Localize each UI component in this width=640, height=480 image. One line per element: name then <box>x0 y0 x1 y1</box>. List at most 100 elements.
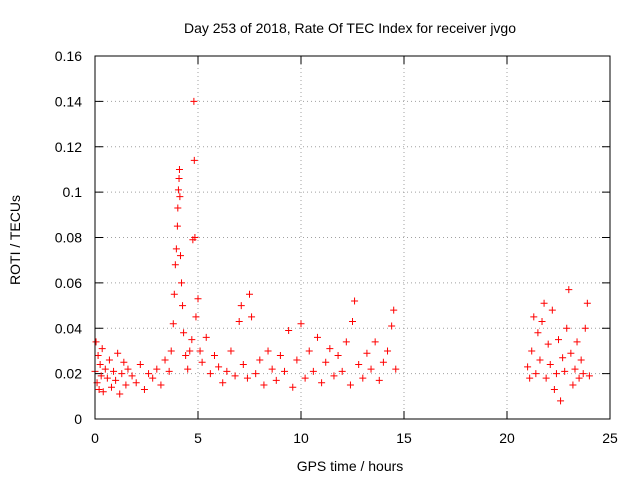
data-points <box>91 97 593 405</box>
data-point <box>375 376 383 384</box>
data-point <box>384 347 392 355</box>
data-point <box>99 388 107 396</box>
y-tick-label: 0.04 <box>55 320 82 336</box>
data-point <box>192 313 200 321</box>
data-point <box>567 349 575 357</box>
y-axis-title: ROTI / TECUs <box>7 195 23 285</box>
data-point <box>132 379 140 387</box>
data-point <box>579 370 587 378</box>
data-point <box>342 338 350 346</box>
data-point <box>173 222 181 230</box>
data-point <box>346 381 354 389</box>
y-tick-label: 0.16 <box>55 48 82 64</box>
data-point <box>573 338 581 346</box>
x-tick-label: 15 <box>396 430 412 446</box>
data-point <box>169 320 177 328</box>
data-point <box>536 356 544 364</box>
data-point <box>101 365 109 373</box>
data-point <box>544 340 552 348</box>
data-point <box>367 365 375 373</box>
x-axis-title: GPS time / hours <box>297 458 404 474</box>
data-point <box>239 361 247 369</box>
data-point <box>243 374 251 382</box>
data-point <box>237 302 245 310</box>
data-point <box>172 245 180 253</box>
data-point <box>210 351 218 359</box>
data-point <box>526 374 534 382</box>
data-point <box>184 365 192 373</box>
data-point <box>363 349 371 357</box>
data-point <box>174 204 182 212</box>
data-point <box>532 370 540 378</box>
data-point <box>293 356 301 364</box>
data-point <box>559 354 567 362</box>
data-point <box>196 347 204 355</box>
data-point <box>313 333 321 341</box>
data-point <box>260 381 268 389</box>
data-point <box>557 397 565 405</box>
data-point <box>170 290 178 298</box>
data-point <box>206 370 214 378</box>
data-point <box>563 324 571 332</box>
data-point <box>351 297 359 305</box>
data-point <box>585 372 593 380</box>
data-point <box>194 295 202 303</box>
data-point <box>165 367 173 375</box>
data-point <box>96 361 104 369</box>
data-point <box>171 261 179 269</box>
data-point <box>272 376 280 384</box>
data-point <box>285 327 293 335</box>
data-point <box>114 349 122 357</box>
data-point <box>575 374 583 382</box>
data-point <box>528 347 536 355</box>
data-point <box>95 386 103 394</box>
data-point <box>97 372 105 380</box>
data-point <box>116 390 124 398</box>
data-point <box>175 175 183 183</box>
x-tick-label: 5 <box>194 430 202 446</box>
data-point <box>107 383 115 391</box>
y-tick-label: 0.02 <box>55 366 82 382</box>
x-tick-label: 25 <box>602 430 618 446</box>
data-point <box>110 367 118 375</box>
data-point <box>182 351 190 359</box>
data-point <box>268 365 276 373</box>
data-point <box>103 374 111 382</box>
data-point <box>191 234 199 241</box>
data-point <box>318 379 326 387</box>
data-point <box>190 97 198 105</box>
data-point <box>198 358 206 366</box>
plot-frame <box>94 55 611 420</box>
data-point <box>112 376 120 384</box>
data-point <box>524 363 532 371</box>
data-point <box>124 365 132 373</box>
data-point <box>355 361 363 369</box>
data-point <box>176 193 184 201</box>
data-point <box>546 361 554 369</box>
data-point <box>326 345 334 353</box>
data-point <box>276 351 284 359</box>
data-point <box>186 347 194 355</box>
data-point <box>235 317 243 325</box>
data-point <box>219 379 227 387</box>
data-point <box>297 320 305 328</box>
y-tick-label: 0.1 <box>63 184 83 200</box>
x-tick-label: 0 <box>91 430 99 446</box>
x-tick-label: 20 <box>499 430 515 446</box>
data-point <box>392 365 400 373</box>
data-point <box>540 299 548 307</box>
data-point <box>231 372 239 380</box>
data-point <box>256 356 264 364</box>
data-point <box>94 351 102 359</box>
tick-labels: 0 0.02 0.04 0.06 0.08 0.1 0.12 0.14 0.16 0 5 10 15 20… <box>55 48 618 446</box>
data-point <box>179 302 187 310</box>
data-point <box>161 356 169 364</box>
data-point <box>538 317 546 325</box>
data-point <box>92 338 100 346</box>
data-point <box>571 365 579 373</box>
data-point <box>215 363 223 371</box>
data-point <box>548 306 556 314</box>
data-point <box>149 374 157 382</box>
data-point <box>264 347 272 355</box>
